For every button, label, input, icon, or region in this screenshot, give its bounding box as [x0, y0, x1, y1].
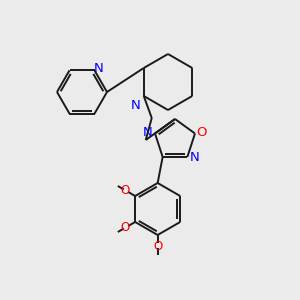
Text: O: O	[153, 240, 162, 253]
Text: N: N	[143, 126, 153, 139]
Text: O: O	[121, 221, 130, 234]
Text: N: N	[190, 152, 199, 164]
Text: O: O	[121, 184, 130, 197]
Text: N: N	[131, 99, 141, 112]
Text: N: N	[94, 62, 103, 75]
Text: O: O	[197, 126, 207, 139]
